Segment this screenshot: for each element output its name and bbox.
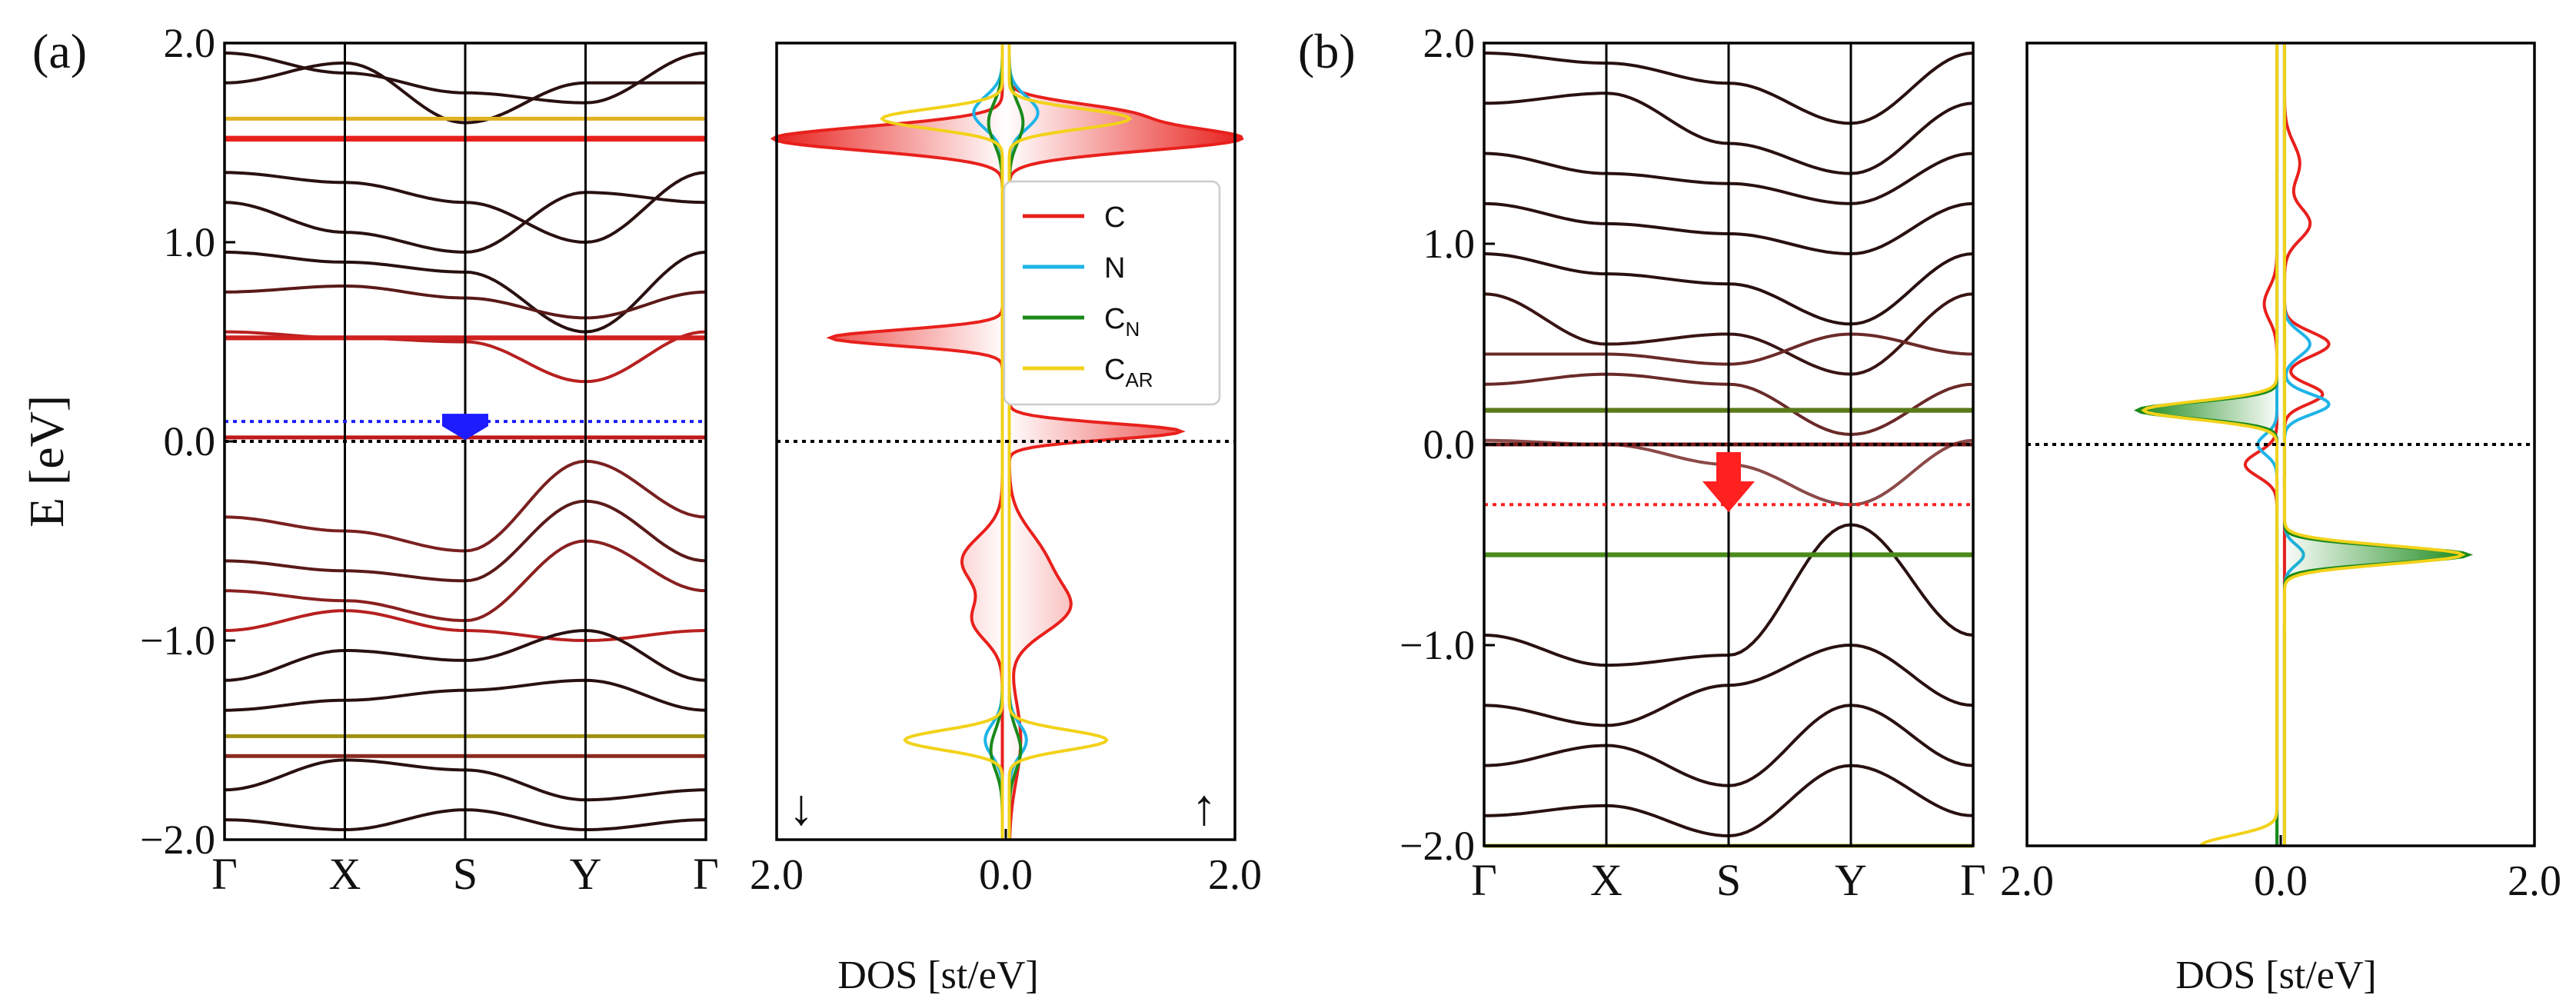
x-tick-label: 2.0 <box>1208 851 1262 899</box>
band-structure-panel-a: −2.0 −1.0 0.0 1.0 2.0 Γ X S Y Γ <box>140 20 719 899</box>
kpoint-label: X <box>1590 855 1622 905</box>
y-tick-label: 1.0 <box>1423 221 1476 267</box>
y-tick-label: 1.0 <box>164 219 216 265</box>
dos-b-xlabel: DOS [st/eV] <box>2175 953 2376 997</box>
legend-box <box>1003 180 1221 406</box>
y-tick-label: −1.0 <box>140 617 215 664</box>
y-tick-label: −2.0 <box>1399 823 1475 869</box>
x-tick-label: 0.0 <box>2254 857 2308 905</box>
y-tick-label: 2.0 <box>1423 20 1476 66</box>
legend-label: C <box>1104 201 1125 234</box>
panel-a-label: (a) <box>32 24 87 78</box>
dos-curve-c-ar-up <box>1007 43 1133 840</box>
level-shift-arrow-icon <box>442 414 488 441</box>
panel-b-label: (b) <box>1298 24 1356 78</box>
dos-curve-c-ar-down <box>2141 43 2279 847</box>
y-tick-label: −2.0 <box>140 817 215 863</box>
dos-a-xlabel: DOS [st/eV] <box>837 953 1038 997</box>
dos-curve-c-ar-down <box>879 43 1004 840</box>
dos-fill-c <box>773 43 1006 840</box>
kpoint-label: Γ <box>211 849 238 899</box>
x-tick-label: 0.0 <box>979 851 1033 899</box>
spin-down-arrow: ↓ <box>789 780 814 836</box>
kpoint-label: Y <box>570 849 602 899</box>
y-tick-label: 2.0 <box>164 20 216 66</box>
dos-panel-b: 2.0 0.0 2.0 <box>2000 42 2561 905</box>
kpoint-label: Γ <box>1471 855 1497 905</box>
dos-panel-a: 2.0 0.0 2.0 <box>750 42 1262 899</box>
kpoint-label: S <box>1716 855 1741 905</box>
spin-up-arrow: ↑ <box>1192 780 1217 836</box>
dos-fill-c <box>1006 43 1242 840</box>
x-tick-label: 2.0 <box>2000 857 2054 905</box>
kpoint-label: X <box>329 849 361 899</box>
y-tick-label: 0.0 <box>1423 421 1476 468</box>
y-tick-label: 0.0 <box>164 418 216 464</box>
legend-label: N <box>1104 252 1125 285</box>
band-structure-panel-b: −2.0 −1.0 0.0 1.0 2.0 Γ X S Y Γ <box>1399 20 1986 905</box>
x-tick-label: 2.0 <box>2508 857 2561 905</box>
y-tick-label: −1.0 <box>1399 622 1475 668</box>
kpoint-label: Y <box>1835 855 1867 905</box>
x-tick-label: 2.0 <box>750 851 804 899</box>
kpoint-label: Γ <box>1960 855 1986 905</box>
kpoint-label: S <box>453 849 478 899</box>
y-axis-label: E [eV] <box>19 395 74 527</box>
level-shift-arrow-icon <box>1702 452 1755 512</box>
kpoint-label: Γ <box>693 849 719 899</box>
